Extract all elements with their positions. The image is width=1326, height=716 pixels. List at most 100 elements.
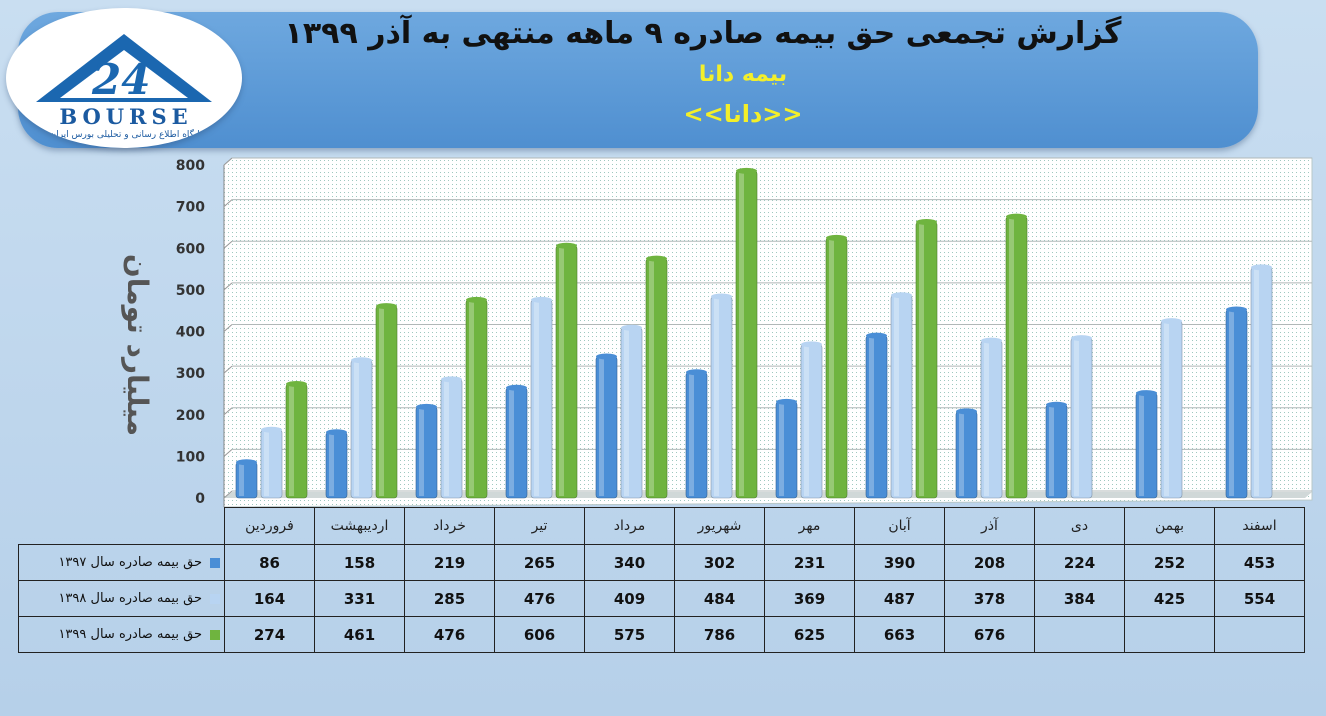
logo-mark-icon: 24 (36, 34, 212, 104)
gridline (223, 407, 233, 416)
bar (775, 398, 798, 499)
bar (710, 293, 733, 499)
bar (825, 234, 848, 499)
y-tick-label: 600 (176, 241, 205, 257)
category-label: فروردین (224, 507, 315, 545)
legend-entry: حق بیمه صادره سال ۱۳۹۷ (18, 544, 225, 581)
bar (800, 341, 823, 499)
data-table: فروردین اردیبهشت خرداد تیر مرداد شهریور مهر آبا… (18, 507, 1305, 653)
bar (1070, 335, 1093, 499)
table-row: حق بیمه صادره سال ۱۳۹۹ 274 461 476 606 575 786… (18, 616, 1305, 653)
company-name: بیمه دانا (698, 62, 788, 87)
bar (890, 292, 913, 499)
category-label: شهریور (674, 507, 765, 545)
bar (1005, 213, 1028, 499)
y-tick-label: 0 (195, 491, 205, 507)
data-label: 409 (584, 580, 675, 617)
data-label: 484 (674, 580, 765, 617)
svg-text:24: 24 (91, 55, 150, 104)
bar (375, 303, 398, 499)
legend-entry: حق بیمه صادره سال ۱۳۹۸ (18, 580, 225, 617)
series-name: حق بیمه صادره سال ۱۳۹۹ (58, 627, 202, 642)
category-label: مهر (764, 507, 855, 545)
category-label: اسفند (1214, 507, 1305, 545)
bar (1160, 318, 1183, 499)
gridline (223, 157, 233, 166)
bar (595, 353, 618, 499)
data-label: 208 (944, 544, 1035, 581)
bar (955, 408, 978, 499)
category-label: مرداد (584, 507, 675, 545)
logo-word: BOURSE (59, 104, 193, 129)
data-label: 331 (314, 580, 405, 617)
data-label: 786 (674, 616, 765, 653)
gridline (223, 240, 233, 249)
bar (465, 296, 488, 499)
data-label: 461 (314, 616, 405, 653)
category-label: بهمن (1124, 507, 1215, 545)
data-label: 575 (584, 616, 675, 653)
data-label: 487 (854, 580, 945, 617)
bar (325, 429, 348, 499)
bar-chart: 0 100 200 300 400 500 600 700 800 میلیارد تومان (121, 157, 1313, 508)
data-label: 302 (674, 544, 765, 581)
bar (415, 403, 438, 499)
bar (980, 337, 1003, 499)
table-corner (19, 508, 225, 545)
chart-title: گزارش تجمعی حق بیمه صادره ۹ ماهه منتهی ب… (284, 16, 1122, 51)
data-label: 265 (494, 544, 585, 581)
y-tick-label: 800 (176, 158, 205, 174)
data-label (1034, 616, 1125, 653)
category-label: تیر (494, 507, 585, 545)
bar (915, 219, 938, 499)
data-label (1124, 616, 1215, 653)
category-label: دی (1034, 507, 1125, 545)
data-label: 663 (854, 616, 945, 653)
category-label: خرداد (404, 507, 495, 545)
legend-key-icon (210, 629, 220, 640)
bar (1250, 264, 1273, 499)
bar (735, 167, 758, 499)
gridline (223, 365, 233, 374)
bar (235, 459, 258, 499)
category-label: اردیبهشت (314, 507, 405, 545)
data-label: 369 (764, 580, 855, 617)
category-label: آذر (944, 507, 1035, 545)
data-label (1214, 616, 1305, 653)
bar (440, 376, 463, 499)
bar (555, 242, 578, 499)
bar (350, 357, 373, 499)
bar (260, 426, 283, 499)
plot-floor (224, 492, 1312, 498)
category-label: آبان (854, 507, 945, 545)
legend-entry: حق بیمه صادره سال ۱۳۹۹ (18, 616, 225, 653)
data-label: 252 (1124, 544, 1215, 581)
data-label: 625 (764, 616, 855, 653)
logo: 24 BOURSE پایگاه اطلاع رسانی و تحلیلی بو… (6, 8, 242, 148)
data-label: 390 (854, 544, 945, 581)
data-label: 274 (224, 616, 315, 653)
legend-key-icon (210, 557, 220, 568)
series-name: حق بیمه صادره سال ۱۳۹۸ (58, 591, 202, 606)
gridline (223, 490, 233, 499)
table-row: حق بیمه صادره سال ۱۳۹۸ 164 331 285 476 409 484… (18, 580, 1305, 617)
series-name: حق بیمه صادره سال ۱۳۹۷ (58, 555, 202, 570)
y-axis-label: میلیارد تومان (121, 254, 154, 436)
data-label: 554 (1214, 580, 1305, 617)
gridline (223, 199, 233, 208)
bar (530, 296, 553, 499)
y-tick-label: 700 (176, 200, 205, 216)
data-label: 231 (764, 544, 855, 581)
bar (285, 380, 308, 499)
logo-tagline: پایگاه اطلاع رسانی و تحلیلی بورس ایران (49, 130, 203, 140)
data-label: 453 (1214, 544, 1305, 581)
data-label: 476 (404, 616, 495, 653)
gridline (223, 324, 233, 332)
data-label: 340 (584, 544, 675, 581)
bar (1225, 306, 1248, 499)
data-label: 219 (404, 544, 495, 581)
data-label: 378 (944, 580, 1035, 617)
data-label: 676 (944, 616, 1035, 653)
data-label: 425 (1124, 580, 1215, 617)
bar (505, 384, 528, 499)
